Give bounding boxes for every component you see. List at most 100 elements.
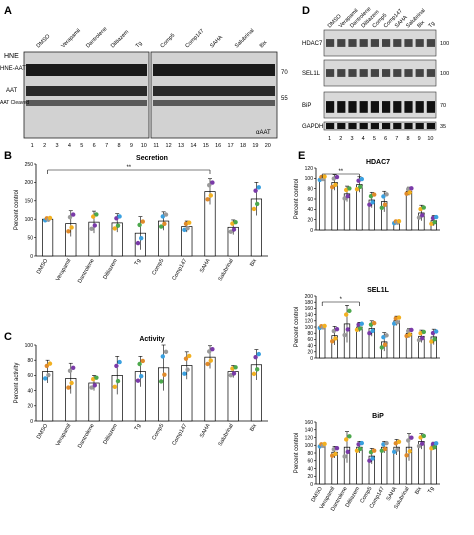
data-point [395,319,400,325]
lane-number: 16 [215,143,221,149]
hne-label: HNE [4,53,19,60]
lane-number: 6 [93,143,96,149]
data-point [67,214,73,220]
data-point [409,186,414,191]
lane-number: 4 [362,136,365,142]
data-point [159,224,164,229]
data-point [71,212,76,217]
y-tick-label: 150 [25,199,34,205]
data-point [409,435,414,440]
x-tick-label: Bix [414,486,423,496]
data-point [342,332,347,338]
y-tick-label: 200 [305,294,314,300]
y-tick-label: 20 [307,217,313,223]
blot-mw: 100 [440,41,449,47]
y-tick-label: 40 [307,466,313,472]
lane-number: 18 [240,143,246,149]
x-tick-label: Bix [249,258,258,268]
data-point [163,349,169,355]
data-point [396,218,402,224]
data-point [251,206,257,212]
y-axis-label: Percent control [14,190,20,230]
lane-number: 5 [373,136,376,142]
data-point [432,444,437,450]
blot-band [337,123,346,129]
blot-band [393,123,402,129]
blot-band [359,69,368,77]
data-point [69,225,74,230]
data-point [210,180,215,185]
y-tick-label: 180 [305,300,314,306]
data-point [334,174,340,180]
blot-band [404,101,413,113]
data-point [420,213,425,218]
significance-label: ** [338,169,343,175]
panel-b-letter: B [4,150,12,162]
data-point [94,212,99,217]
blot-mw: 100 [440,71,449,77]
data-point [66,229,71,234]
data-point [344,437,349,442]
data-point [421,205,426,210]
data-point [205,197,210,202]
y-axis-label: Percent control [294,433,300,473]
panel-c-letter: C [4,331,12,343]
bar [319,444,326,485]
data-point [159,379,164,384]
blot-band [359,39,368,47]
mw-marker-55: 55 [281,96,288,102]
y-tick-label: 80 [307,186,313,192]
data-point [407,449,412,454]
lane-number: 15 [203,143,209,149]
y-tick-label: 0 [310,228,313,234]
data-point [358,184,363,190]
chart-title: Activity [139,336,164,343]
data-point [322,441,327,447]
data-point [322,174,327,179]
data-point [342,454,347,459]
blot-band [382,39,391,47]
data-point [347,186,352,191]
data-point [372,448,377,453]
blot-mw: 35 [440,124,446,130]
lane-number: 2 [339,136,342,142]
blot-band [426,69,435,77]
data-point [231,227,237,232]
aat-band-right [153,86,275,96]
data-point [359,440,364,446]
data-point [384,333,389,338]
data-point [384,440,389,446]
data-point [370,328,375,334]
data-point [71,365,76,370]
blot-strip [323,121,437,131]
data-point [344,312,349,317]
blot-band [370,101,379,113]
blot-band [370,123,379,129]
data-point [183,356,189,361]
data-point [331,328,336,334]
data-point [162,372,167,377]
data-point [205,361,210,367]
lane-number: 10 [141,143,147,149]
data-point [160,214,165,219]
y-tick-label: 160 [305,306,314,312]
data-point [334,445,340,451]
panel-d-letter: D [302,5,310,17]
lane-number: 1 [328,136,331,142]
aat-band-left [26,86,147,96]
blot-band [348,69,357,77]
group-label: Tg [135,41,144,50]
blot-band [393,69,402,77]
blot-mw: 70 [440,103,446,109]
data-point [367,458,372,463]
data-point [395,447,400,452]
y-axis-label: Percent activity [14,363,20,404]
data-point [47,215,53,221]
data-point [47,361,53,366]
panel-d-western-blot: D DMSOVerapamilDantroleneDiltiazemComp5C… [302,5,449,142]
blot-band [426,39,435,47]
y-tick-label: 100 [25,343,34,349]
lane-number: 20 [265,143,271,149]
